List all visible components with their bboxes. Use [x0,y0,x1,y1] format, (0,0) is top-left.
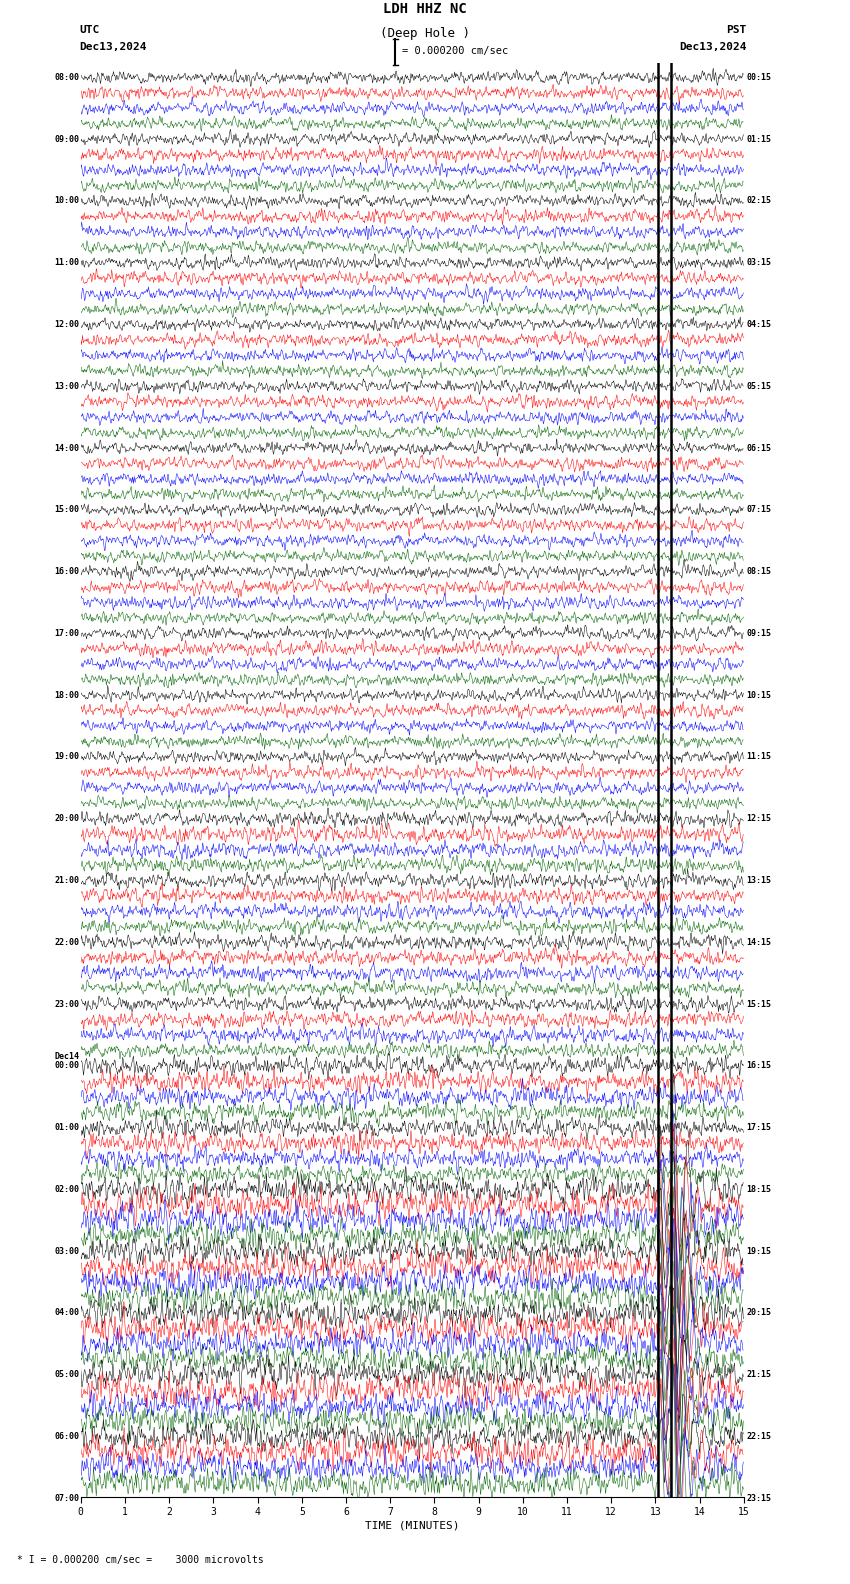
Text: 18:00: 18:00 [54,691,79,700]
Text: 09:15: 09:15 [746,629,771,638]
Text: 16:15: 16:15 [746,1061,771,1071]
Text: 13:00: 13:00 [54,382,79,391]
Text: 01:00: 01:00 [54,1123,79,1133]
Text: (Deep Hole ): (Deep Hole ) [380,27,470,40]
Text: 23:15: 23:15 [746,1494,771,1503]
Text: 10:00: 10:00 [54,196,79,206]
Text: 12:15: 12:15 [746,814,771,824]
Text: 22:00: 22:00 [54,938,79,947]
Text: * I = 0.000200 cm/sec =    3000 microvolts: * I = 0.000200 cm/sec = 3000 microvolts [17,1555,264,1565]
Text: 08:15: 08:15 [746,567,771,577]
Text: 04:00: 04:00 [54,1308,79,1318]
Text: 02:00: 02:00 [54,1185,79,1194]
Text: 07:00: 07:00 [54,1494,79,1503]
Text: 21:00: 21:00 [54,876,79,885]
Text: 10:15: 10:15 [746,691,771,700]
Text: Dec13,2024: Dec13,2024 [679,43,746,52]
Text: 14:15: 14:15 [746,938,771,947]
Text: 15:15: 15:15 [746,1000,771,1009]
Text: 13:15: 13:15 [746,876,771,885]
Text: 06:15: 06:15 [746,444,771,453]
Text: 06:00: 06:00 [54,1432,79,1441]
Text: 14:00: 14:00 [54,444,79,453]
X-axis label: TIME (MINUTES): TIME (MINUTES) [365,1521,460,1530]
Text: 04:15: 04:15 [746,320,771,329]
Text: 01:15: 01:15 [746,135,771,144]
Text: 00:15: 00:15 [746,73,771,82]
Text: 19:15: 19:15 [746,1247,771,1256]
Text: Dec14: Dec14 [54,1052,79,1061]
Text: 09:00: 09:00 [54,135,79,144]
Text: = 0.000200 cm/sec: = 0.000200 cm/sec [402,46,508,55]
Text: 17:15: 17:15 [746,1123,771,1133]
Text: 15:00: 15:00 [54,505,79,515]
Text: 18:15: 18:15 [746,1185,771,1194]
Text: 08:00: 08:00 [54,73,79,82]
Text: 11:00: 11:00 [54,258,79,268]
Text: 20:00: 20:00 [54,814,79,824]
Text: LDH HHZ NC: LDH HHZ NC [383,2,467,16]
Text: Dec13,2024: Dec13,2024 [79,43,146,52]
Text: 22:15: 22:15 [746,1432,771,1441]
Text: 20:15: 20:15 [746,1308,771,1318]
Text: 19:00: 19:00 [54,752,79,762]
Text: 05:00: 05:00 [54,1370,79,1380]
Text: 02:15: 02:15 [746,196,771,206]
Text: 03:15: 03:15 [746,258,771,268]
Text: 23:00: 23:00 [54,1000,79,1009]
Text: PST: PST [726,25,746,35]
Text: 07:15: 07:15 [746,505,771,515]
Text: 16:00: 16:00 [54,567,79,577]
Text: 00:00: 00:00 [54,1061,79,1071]
Text: 03:00: 03:00 [54,1247,79,1256]
Text: 11:15: 11:15 [746,752,771,762]
Text: 12:00: 12:00 [54,320,79,329]
Text: 17:00: 17:00 [54,629,79,638]
Text: 21:15: 21:15 [746,1370,771,1380]
Text: UTC: UTC [79,25,99,35]
Text: 05:15: 05:15 [746,382,771,391]
